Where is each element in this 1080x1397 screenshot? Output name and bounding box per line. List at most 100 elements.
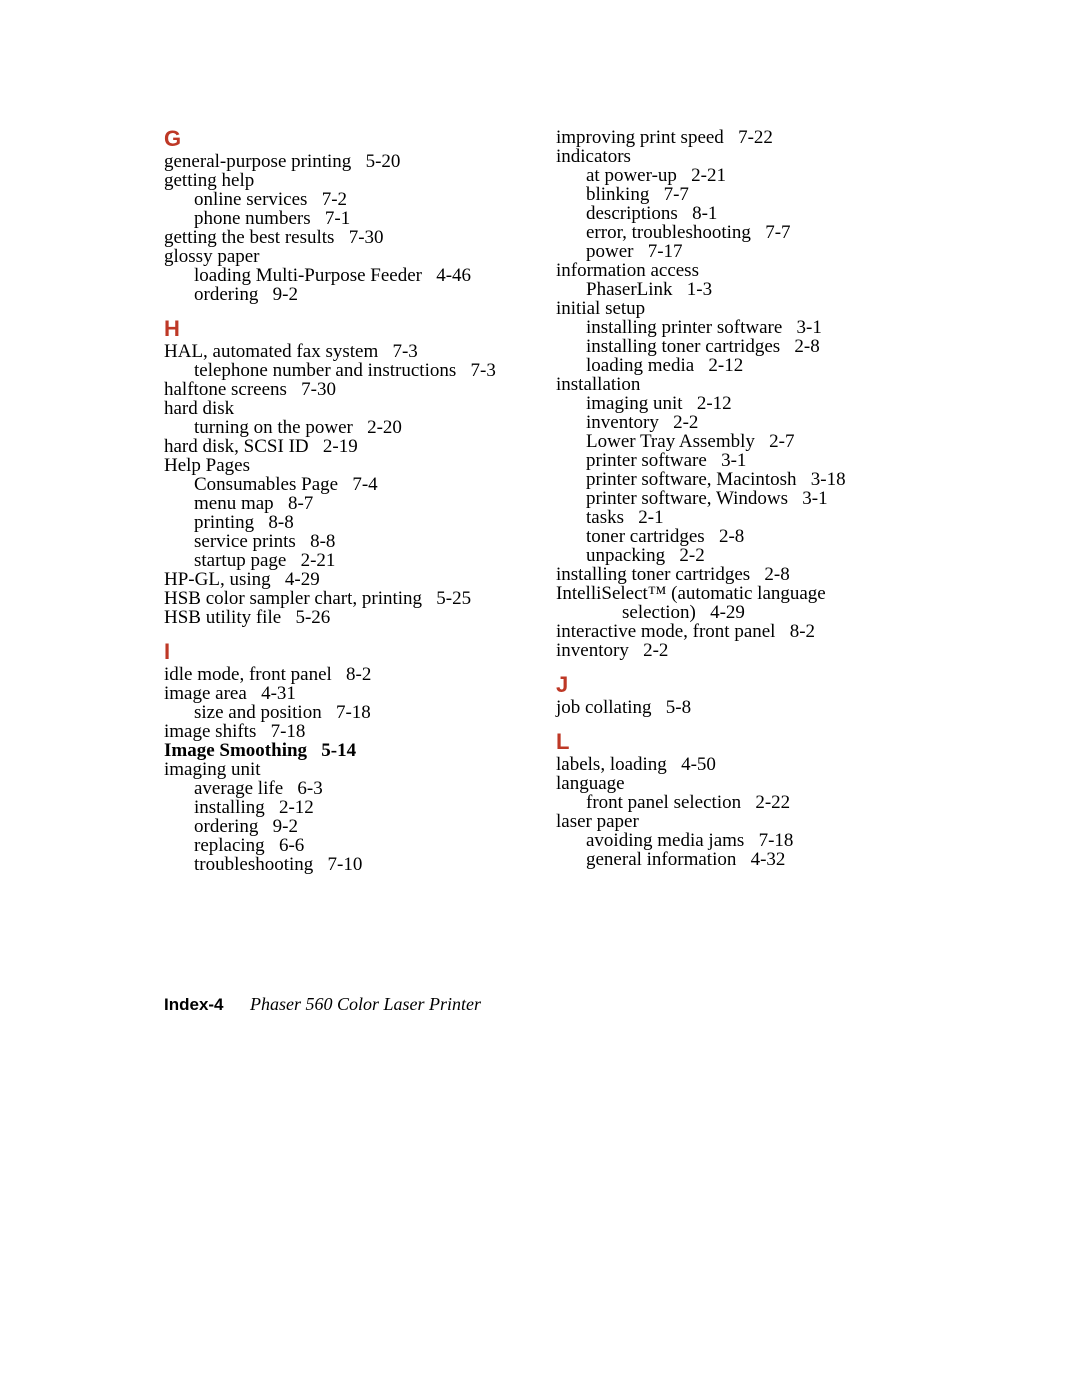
index-entry: language <box>556 774 920 793</box>
index-entry: hard disk <box>164 399 528 418</box>
index-entry: image area 4-31 <box>164 684 528 703</box>
index-page-ref: 7-18 <box>744 830 793 851</box>
index-page-ref: 5-14 <box>307 740 356 761</box>
index-page-ref: 3-1 <box>782 317 822 338</box>
index-entry: information access <box>556 261 920 280</box>
index-entry: imaging unit 2-12 <box>556 394 920 413</box>
index-page-ref: 2-21 <box>677 165 726 186</box>
index-entry: image shifts 7-18 <box>164 722 528 741</box>
index-entry: inventory 2-2 <box>556 641 920 660</box>
index-entry: getting the best results 7-30 <box>164 228 528 247</box>
index-page-ref: 8-7 <box>274 493 314 514</box>
index-entry: indicators <box>556 147 920 166</box>
index-entry: initial setup <box>556 299 920 318</box>
index-entry: improving print speed 7-22 <box>556 128 920 147</box>
index-entry: error, troubleshooting 7-7 <box>556 223 920 242</box>
section-letter-h: H <box>164 318 528 342</box>
right-column: improving print speed 7-22indicatorsat p… <box>556 128 920 874</box>
index-entry: at power-up 2-21 <box>556 166 920 185</box>
index-page-ref: 4-50 <box>667 754 716 775</box>
index-page-ref: 4-29 <box>271 569 320 590</box>
index-entry: hard disk, SCSI ID 2-19 <box>164 437 528 456</box>
index-entry: power 7-17 <box>556 242 920 261</box>
index-page-ref: 7-22 <box>724 127 773 148</box>
index-page-ref: 2-12 <box>694 355 743 376</box>
index-entry: menu map 8-7 <box>164 494 528 513</box>
index-entry: inventory 2-2 <box>556 413 920 432</box>
index-page-ref: 8-2 <box>332 664 372 685</box>
index-page-ref: 2-7 <box>755 431 795 452</box>
index-page-ref: 7-10 <box>313 854 362 875</box>
index-entry: installing toner cartridges 2-8 <box>556 337 920 356</box>
index-page-ref: 7-18 <box>322 702 371 723</box>
section-letter-l: L <box>556 731 920 755</box>
index-entry: printer software, Windows 3-1 <box>556 489 920 508</box>
index-page-ref: 2-21 <box>286 550 335 571</box>
index-page-ref: 2-20 <box>353 417 402 438</box>
index-page-ref: 7-18 <box>256 721 305 742</box>
index-page-ref: 7-30 <box>334 227 383 248</box>
index-page-ref: 2-22 <box>741 792 790 813</box>
index-entry: printing 8-8 <box>164 513 528 532</box>
index-entry: ordering 9-2 <box>164 817 528 836</box>
index-entry: HAL, automated fax system 7-3 <box>164 342 528 361</box>
index-page-ref: 7-7 <box>649 184 689 205</box>
index-entry: general information 4-32 <box>556 850 920 869</box>
index-entry: HSB color sampler chart, printing 5-25 <box>164 589 528 608</box>
index-entry: labels, loading 4-50 <box>556 755 920 774</box>
footer-title: Phaser 560 Color Laser Printer <box>228 994 481 1014</box>
index-entry: printer software, Macintosh 3-18 <box>556 470 920 489</box>
index-entry: printer software 3-1 <box>556 451 920 470</box>
index-page-ref: 2-19 <box>309 436 358 457</box>
index-entry: installation <box>556 375 920 394</box>
index-page-ref: 4-31 <box>247 683 296 704</box>
index-entry: tasks 2-1 <box>556 508 920 527</box>
index-entry: interactive mode, front panel 8-2 <box>556 622 920 641</box>
index-page-ref: 3-1 <box>707 450 747 471</box>
index-page-ref: 8-1 <box>678 203 718 224</box>
index-page: Ggeneral-purpose printing 5-20getting he… <box>0 0 1080 1397</box>
index-page-ref: 4-29 <box>696 602 745 623</box>
index-page-ref: 7-1 <box>311 208 351 229</box>
index-entry: loading media 2-12 <box>556 356 920 375</box>
index-page-ref: 9-2 <box>258 816 298 837</box>
index-entry: imaging unit <box>164 760 528 779</box>
index-entry: average life 6-3 <box>164 779 528 798</box>
index-page-ref: 5-20 <box>351 151 400 172</box>
index-page-ref: 2-1 <box>624 507 664 528</box>
index-page-ref: 4-32 <box>736 849 785 870</box>
index-page-ref: 2-2 <box>665 545 705 566</box>
index-page-ref: 7-7 <box>751 222 791 243</box>
index-entry: descriptions 8-1 <box>556 204 920 223</box>
section-letter-j: J <box>556 674 920 698</box>
index-page-ref: 8-8 <box>254 512 294 533</box>
section-letter-g: G <box>164 128 528 152</box>
index-entry: general-purpose printing 5-20 <box>164 152 528 171</box>
index-entry: getting help <box>164 171 528 190</box>
index-page-ref: 7-17 <box>633 241 682 262</box>
index-page-ref: 7-2 <box>307 189 347 210</box>
index-entry: toner cartridges 2-8 <box>556 527 920 546</box>
index-entry: installing toner cartridges 2-8 <box>556 565 920 584</box>
index-entry: turning on the power 2-20 <box>164 418 528 437</box>
left-column: Ggeneral-purpose printing 5-20getting he… <box>164 128 528 874</box>
index-entry: unpacking 2-2 <box>556 546 920 565</box>
index-entry: installing printer software 3-1 <box>556 318 920 337</box>
index-entry: halftone screens 7-30 <box>164 380 528 399</box>
index-entry: installing 2-12 <box>164 798 528 817</box>
index-page-ref: 7-4 <box>338 474 378 495</box>
footer-page-label: Index-4 <box>164 995 224 1014</box>
index-entry: PhaserLink 1-3 <box>556 280 920 299</box>
index-entry: idle mode, front panel 8-2 <box>164 665 528 684</box>
index-entry: Lower Tray Assembly 2-7 <box>556 432 920 451</box>
index-page-ref: 2-12 <box>265 797 314 818</box>
index-page-ref: 3-1 <box>788 488 828 509</box>
index-page-ref: 2-8 <box>750 564 790 585</box>
index-page-ref: 2-12 <box>683 393 732 414</box>
index-entry: phone numbers 7-1 <box>164 209 528 228</box>
index-page-ref: 3-18 <box>797 469 846 490</box>
index-entry: glossy paper <box>164 247 528 266</box>
index-entry: startup page 2-21 <box>164 551 528 570</box>
index-page-ref: 4-46 <box>422 265 471 286</box>
index-page-ref: 6-6 <box>265 835 305 856</box>
